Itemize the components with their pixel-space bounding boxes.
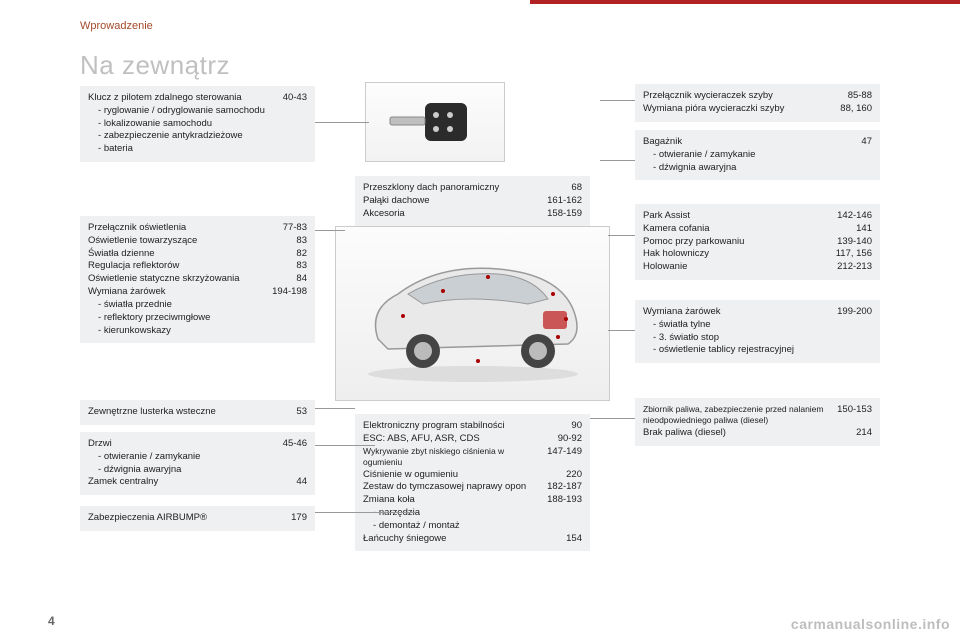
- topbar: [0, 0, 960, 18]
- box-airbump: Zabezpieczenia AIRBUMP®179: [80, 506, 315, 531]
- box-mirrors: Zewnętrzne lusterka wsteczne53: [80, 400, 315, 425]
- box-rear-bulbs: Wymiana żarówek199-200 - światła tylne -…: [635, 300, 880, 363]
- callout-line: [608, 235, 635, 236]
- callout-line: [600, 100, 635, 101]
- sub-item: - zabezpieczenie antykradzieżowe: [88, 130, 307, 143]
- sub-item: - bateria: [88, 143, 307, 156]
- watermark: carmanualsonline.info: [791, 616, 950, 632]
- box-wipers: Przełącznik wycieraczek szyby85-88 Wymia…: [635, 84, 880, 122]
- callout-line: [315, 445, 375, 446]
- box-esc: Elektroniczny program stabilności90 ESC:…: [355, 414, 590, 551]
- callout-line: [600, 160, 635, 161]
- chapter-label: Wprowadzenie: [80, 20, 153, 32]
- car-icon: [348, 239, 598, 389]
- callout-line: [590, 418, 635, 419]
- callout-line: [315, 230, 345, 231]
- page-number: 4: [48, 614, 55, 628]
- box-lights: Przełącznik oświetlenia77-83 Oświetlenie…: [80, 216, 315, 343]
- accent-bar: [530, 0, 960, 4]
- pages: 40-43: [283, 92, 307, 105]
- box-roof: Przeszklony dach panoramiczny68 Pałąki d…: [355, 176, 590, 226]
- box-parking: Park Assist142-146 Kamera cofania141 Pom…: [635, 204, 880, 280]
- page-title: Na zewnątrz: [80, 50, 230, 81]
- callout-line: [315, 512, 415, 513]
- box-remote-key: Klucz z pilotem zdalnego sterowania40-43…: [80, 86, 315, 162]
- box-doors: Drzwi45-46 - otwieranie / zamykanie - dź…: [80, 432, 315, 495]
- figure-car: [335, 226, 610, 401]
- callout-line: [315, 122, 369, 123]
- key-icon: [380, 95, 490, 150]
- sub-item: - lokalizowanie samochodu: [88, 118, 307, 131]
- sub-item: - ryglowanie / odryglowanie samochodu: [88, 105, 307, 118]
- box-fuel: Zbiornik paliwa, zabezpieczenie przed na…: [635, 398, 880, 446]
- figure-key: [365, 82, 505, 162]
- box-boot: Bagażnik47 - otwieranie / zamykanie - dź…: [635, 130, 880, 180]
- callout-line: [315, 408, 355, 409]
- text: Klucz z pilotem zdalnego sterowania: [88, 92, 283, 105]
- callout-line: [608, 330, 635, 331]
